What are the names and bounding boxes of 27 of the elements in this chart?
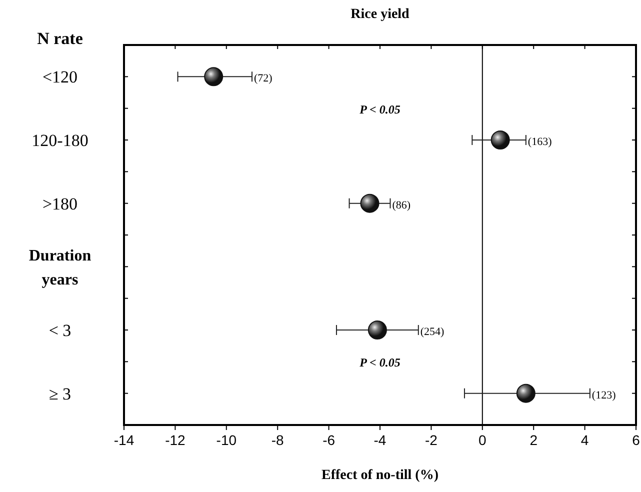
x-tick-label: 2: [530, 432, 538, 448]
y-tick-label: >180: [42, 194, 78, 214]
y-tick-label: ≥ 3: [48, 384, 72, 404]
x-axis-title: Effect of no-till (%): [321, 468, 439, 483]
y-tick-label: 120-180: [32, 131, 88, 150]
x-tick-label: -10: [216, 432, 237, 448]
annotation: P < 0.05: [360, 356, 400, 370]
text: N rate: [37, 29, 84, 48]
y-tick-label: Duration years: [28, 248, 92, 289]
x-tick-label: 6: [632, 432, 640, 448]
x-tick-label: -4: [374, 432, 386, 448]
annotation: (123): [592, 389, 616, 402]
x-tick-label: -14: [114, 432, 134, 448]
annotation: (72): [254, 72, 273, 85]
chart-title: Rice yield: [350, 7, 410, 22]
annotation: (86): [392, 199, 411, 212]
x-tick-label: -2: [424, 432, 438, 448]
y-tick-label: <120: [42, 68, 78, 87]
y-tick-label: < 3: [48, 321, 72, 340]
x-tick-label: -6: [322, 432, 336, 448]
annotation: (254): [420, 326, 445, 338]
x-tick-label: 4: [580, 432, 589, 448]
x-tick-label: -8: [271, 432, 284, 448]
annotation: (163): [528, 136, 552, 148]
x-tick-label: 0: [478, 432, 486, 448]
x-tick-label: -12: [165, 432, 186, 448]
annotation: P < 0.05: [360, 102, 400, 116]
